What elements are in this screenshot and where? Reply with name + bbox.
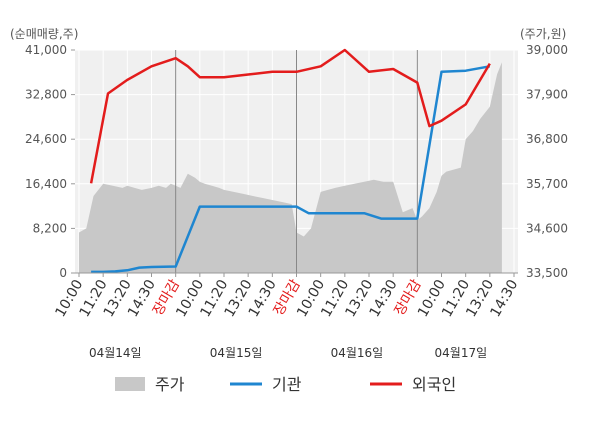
- left-tick-label: 41,000: [25, 43, 67, 57]
- foreign-series: [89, 48, 491, 184]
- date-label: 04월17일: [435, 346, 488, 360]
- left-tick-label: 0: [59, 266, 67, 280]
- left-tick-label: 24,600: [25, 132, 67, 146]
- right-tick-label: 37,900: [526, 88, 568, 102]
- institution-series: [91, 65, 491, 274]
- right-tick-label: 33,500: [526, 266, 568, 280]
- legend-label-foreign: 외국인: [412, 375, 456, 394]
- left-tick-label: 16,400: [25, 177, 67, 191]
- institution-line: [91, 65, 491, 274]
- price-area-series: [79, 62, 502, 274]
- right-tick-label: 36,800: [526, 132, 568, 146]
- date-label: 04월14일: [89, 346, 142, 360]
- legend: 주가 기관 외국인: [115, 375, 456, 394]
- right-axis-unit: (주가,원): [520, 27, 566, 41]
- left-tick-label: 32,800: [25, 88, 67, 102]
- left-axis-unit: (순매매량,주): [10, 27, 78, 41]
- legend-label-price: 주가: [155, 375, 185, 394]
- right-tick-label: 35,700: [526, 177, 568, 191]
- x-axis-ticks: 10:0011:2013:2014:30장마감10:0011:2013:2014…: [52, 273, 521, 320]
- left-axis-ticks: 0 8,200 16,400 24,600 32,800 41,000: [25, 43, 67, 280]
- price-area: [79, 62, 502, 274]
- right-axis-ticks: 33,500 34,600 35,700 36,800 37,900 39,000: [526, 43, 568, 280]
- legend-swatch-price: [115, 377, 145, 391]
- right-tick-label: 39,000: [526, 43, 568, 57]
- legend-label-institution: 기관: [272, 375, 302, 394]
- right-tick-label: 34,600: [526, 221, 568, 235]
- foreign-line: [89, 48, 491, 184]
- left-tick-label: 8,200: [33, 221, 67, 235]
- date-label: 04월16일: [331, 346, 384, 360]
- date-label: 04월15일: [210, 346, 263, 360]
- date-labels: 04월14일 04월15일 04월16일 04월17일: [89, 346, 487, 360]
